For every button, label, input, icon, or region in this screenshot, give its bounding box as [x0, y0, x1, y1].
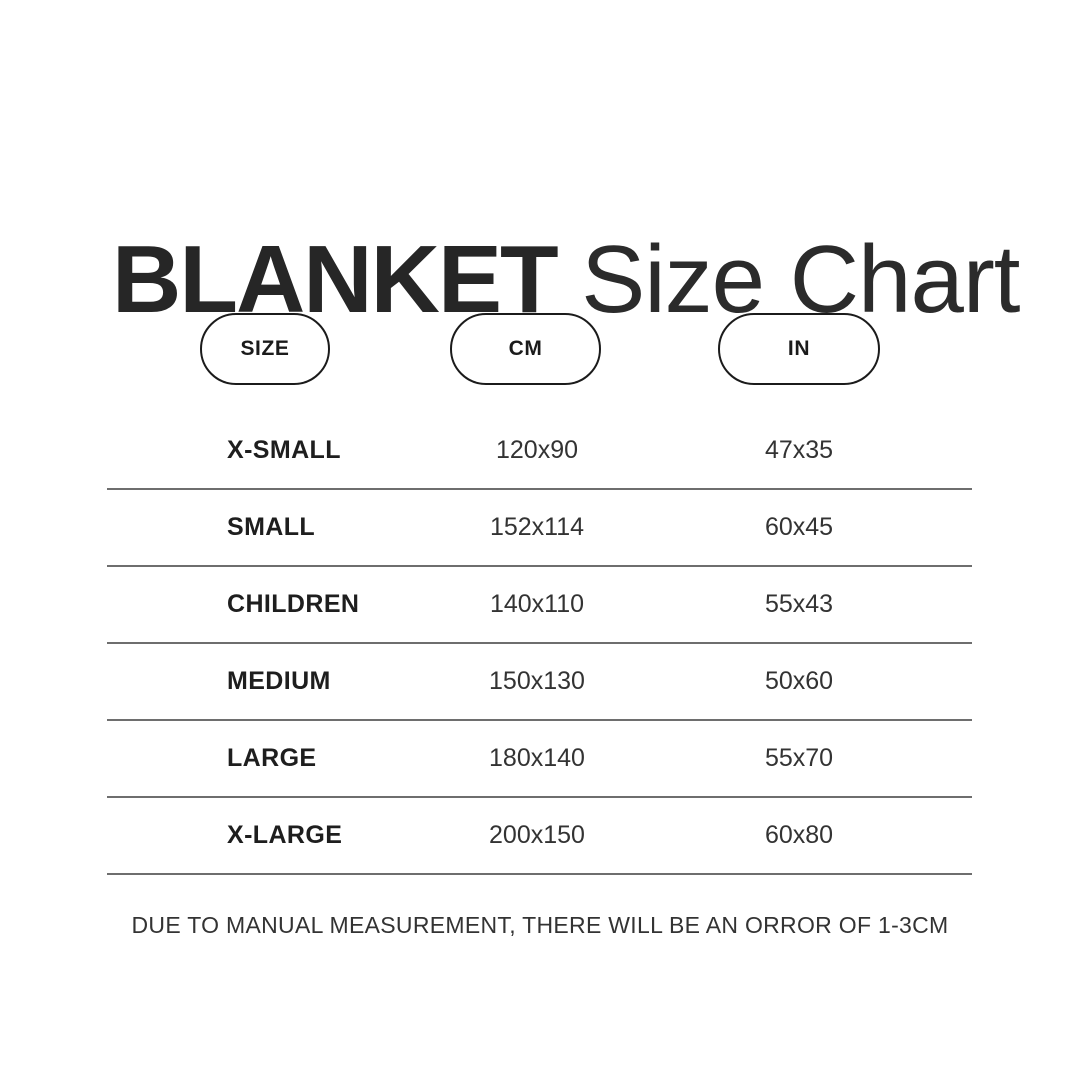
cell-in: 60x45	[764, 513, 834, 541]
cell-cm: 140x110	[489, 590, 585, 618]
cell-in: 47x35	[764, 436, 834, 464]
table-row: X-SMALL 120x90 47x35	[107, 413, 972, 490]
cell-size: CHILDREN	[227, 590, 360, 618]
column-header-size: SIZE	[200, 313, 330, 385]
cell-cm: 200x150	[489, 821, 585, 849]
measurement-disclaimer: DUE TO MANUAL MEASUREMENT, THERE WILL BE…	[131, 912, 949, 938]
table-row: MEDIUM 150x130 50x60	[107, 644, 972, 721]
cell-size: X-LARGE	[227, 821, 343, 849]
table-row: CHILDREN 140x110 55x43	[107, 567, 972, 644]
page-title-product: BLANKET	[112, 226, 559, 334]
table-row: SMALL 152x114 60x45	[107, 490, 972, 567]
cell-size: MEDIUM	[227, 667, 331, 695]
table-row: X-LARGE 200x150 60x80	[107, 798, 972, 875]
size-table: X-SMALL 120x90 47x35 SMALL 152x114 60x45…	[107, 413, 972, 875]
column-header-in-label: IN	[787, 337, 811, 360]
cell-cm: 120x90	[495, 436, 579, 464]
page-title-suffix: Size Chart	[581, 226, 1020, 334]
table-row: LARGE 180x140 55x70	[107, 721, 972, 798]
table-header-pills: SIZE CM IN	[0, 313, 1080, 385]
column-header-cm-label: CM	[508, 337, 543, 360]
cell-cm: 150x130	[489, 667, 585, 695]
column-header-in: IN	[718, 313, 880, 385]
cell-size: LARGE	[227, 744, 317, 772]
cell-in: 55x70	[764, 744, 834, 772]
cell-cm: 180x140	[489, 744, 585, 772]
cell-cm: 152x114	[489, 513, 585, 541]
column-header-cm: CM	[450, 313, 601, 385]
cell-size: X-SMALL	[227, 436, 341, 464]
column-header-size-label: SIZE	[240, 337, 290, 360]
cell-size: SMALL	[227, 513, 316, 541]
cell-in: 55x43	[764, 590, 834, 618]
cell-in: 60x80	[764, 821, 834, 849]
cell-in: 50x60	[764, 667, 834, 695]
page-title: BLANKET Size Chart	[112, 232, 1020, 328]
